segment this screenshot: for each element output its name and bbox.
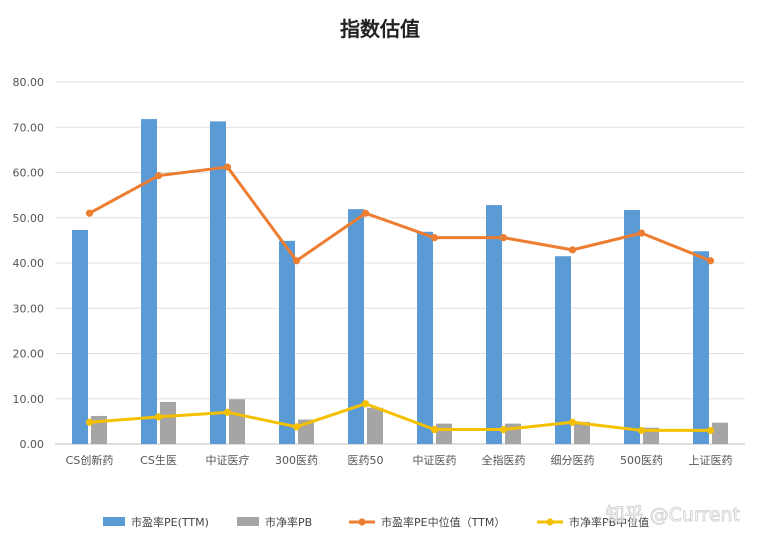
bar-pe: [417, 231, 433, 444]
line-point: [637, 229, 646, 237]
bar-pb: [574, 421, 590, 444]
y-tick-label: 40.00: [13, 257, 45, 270]
x-tick-label: 中证医药: [413, 454, 457, 467]
chart-title: 指数估值: [340, 17, 420, 41]
x-tick-label: 医药50: [348, 454, 384, 467]
bar-pb: [436, 423, 452, 444]
line-point: [154, 413, 163, 421]
y-tick-label: 30.00: [13, 302, 45, 315]
y-tick-label: 0.00: [20, 438, 45, 451]
line-point: [706, 426, 715, 435]
line-point: [499, 234, 508, 242]
x-tick-label: CS生医: [140, 453, 177, 467]
legend-swatch: [103, 517, 125, 526]
legend-swatch-marker: [358, 518, 366, 526]
legend-swatch: [237, 517, 259, 526]
line-point: [361, 209, 370, 217]
y-tick-label: 60.00: [13, 167, 45, 180]
x-axis: CS创新药 CS生医 中证医疗 300医药 医药50 中证医药 全指医药 细分医药 500医药 上…: [66, 453, 733, 467]
line-point: [223, 163, 232, 171]
y-axis: 0.00 10.00 20.00 30.00 40.00 50.00 60.00 70.00 8…: [13, 76, 45, 451]
legend-label: 市净率PB: [265, 515, 312, 529]
bar-pe: [348, 209, 364, 444]
legend-label: 市净率PB中位值: [569, 515, 649, 529]
bar-pe: [624, 210, 640, 444]
gridlines: [55, 81, 745, 445]
bar-pb: [367, 407, 383, 444]
x-tick-label: 中证医疗: [206, 453, 250, 467]
bar-pe: [141, 119, 157, 444]
line-point: [292, 257, 301, 265]
legend: 市盈率PE(TTM) 市净率PB 市盈率PE中位值（TTM） 市净率PB中位值: [103, 515, 649, 529]
x-tick-label: 300医药: [275, 454, 318, 467]
bars: [72, 119, 728, 445]
bar-pe: [486, 205, 502, 444]
y-tick-label: 70.00: [13, 121, 45, 134]
bar-pe: [279, 240, 295, 444]
line-point: [568, 418, 577, 426]
line-point: [499, 425, 508, 434]
y-tick-label: 10.00: [13, 393, 45, 406]
bar-pb: [712, 422, 728, 444]
y-tick-label: 20.00: [13, 348, 45, 361]
line-point: [430, 234, 439, 242]
line-point: [706, 257, 715, 265]
bar-pe: [210, 121, 226, 445]
legend-label: 市盈率PE(TTM): [131, 515, 209, 529]
series-line: [88, 165, 712, 263]
series-line: [89, 402, 711, 432]
line-point: [637, 426, 646, 435]
line-point: [292, 423, 301, 431]
x-tick-label: 全指医药: [482, 453, 526, 467]
line-point: [154, 172, 163, 180]
line-point: [430, 425, 439, 434]
watermark: 知乎 @Current: [606, 504, 740, 526]
bar-pb: [229, 399, 245, 444]
bar-pe: [693, 251, 709, 444]
legend-label: 市盈率PE中位值（TTM）: [381, 515, 505, 529]
y-tick-label: 50.00: [13, 212, 45, 225]
bar-pe: [72, 229, 88, 444]
line-point: [568, 246, 577, 254]
bar-pb: [160, 401, 176, 444]
line-point: [223, 408, 232, 416]
x-tick-label: 上证医药: [689, 454, 733, 467]
x-tick-label: CS创新药: [66, 453, 114, 467]
bar-pe: [555, 256, 571, 444]
y-tick-label: 80.00: [13, 76, 45, 89]
x-tick-label: 细分医药: [551, 454, 595, 467]
legend-swatch-marker: [546, 518, 554, 526]
line-point: [85, 209, 94, 217]
line-point: [85, 418, 94, 426]
lines: [85, 163, 715, 435]
x-tick-label: 500医药: [620, 454, 663, 467]
line-point: [361, 400, 370, 408]
